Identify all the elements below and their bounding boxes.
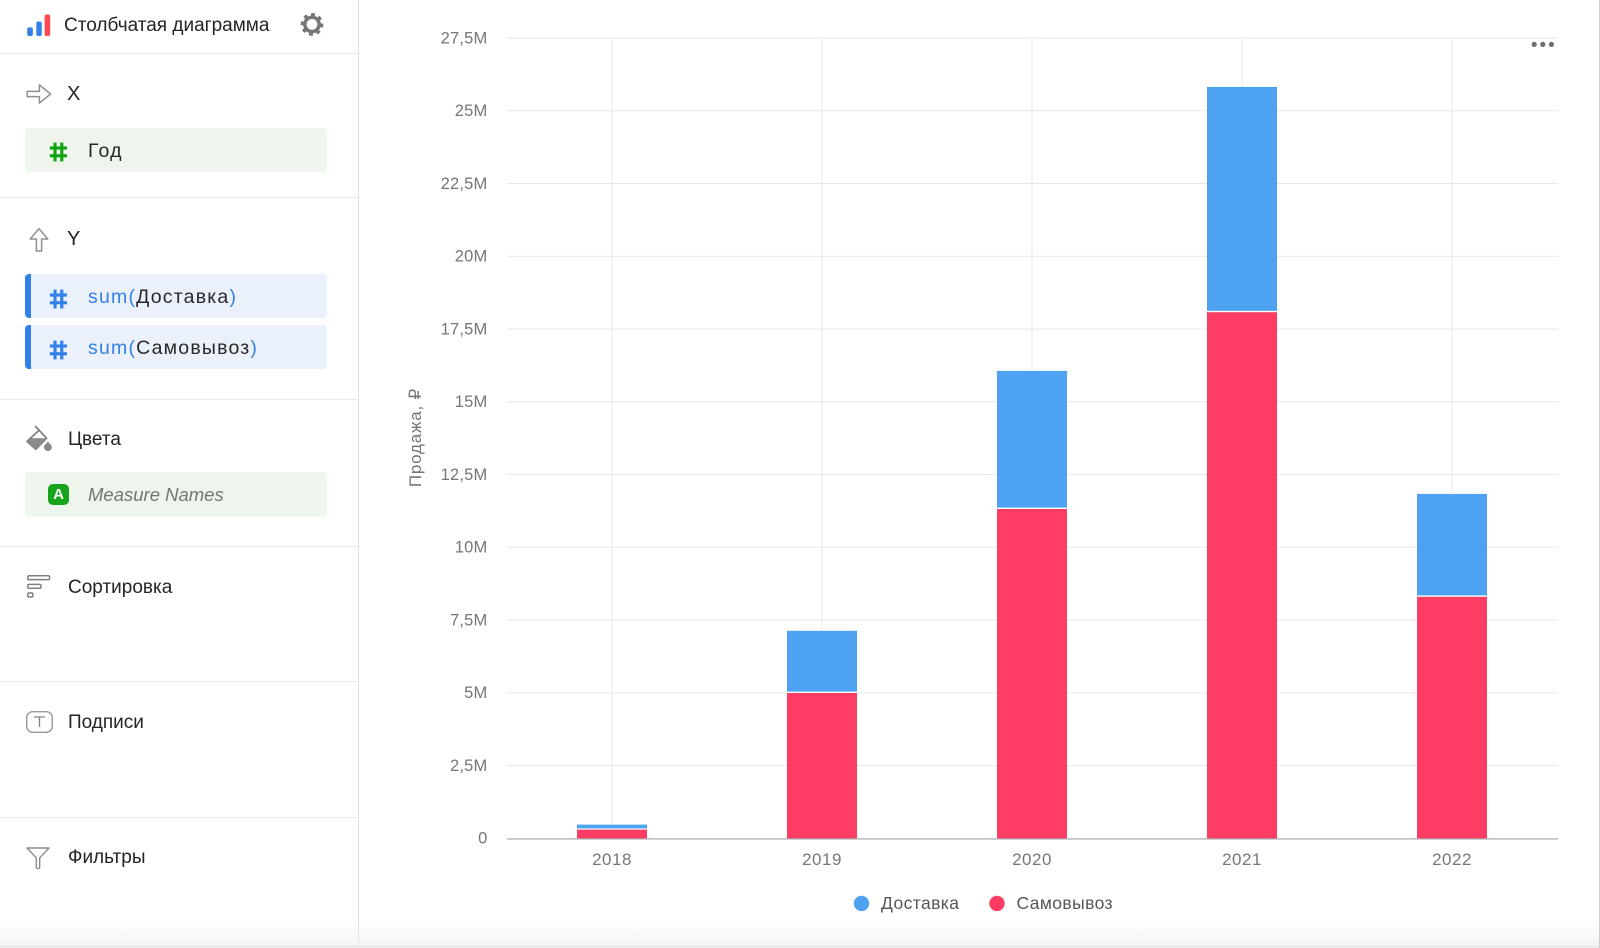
svg-text:15M: 15M [455, 393, 488, 411]
svg-text:Продажа, ₽: Продажа, ₽ [406, 388, 425, 487]
svg-text:22,5M: 22,5M [441, 175, 488, 193]
svg-text:5M: 5M [464, 684, 487, 702]
svg-text:2,5M: 2,5M [450, 757, 487, 775]
svg-text:Доставка: Доставка [881, 893, 959, 913]
svg-text:12,5M: 12,5M [441, 466, 488, 484]
svg-text:2021: 2021 [1222, 850, 1262, 869]
svg-text:7,5M: 7,5M [450, 611, 487, 629]
svg-text:2019: 2019 [802, 850, 842, 869]
svg-text:10M: 10M [455, 539, 488, 557]
svg-text:25M: 25M [455, 102, 488, 120]
svg-text:17,5M: 17,5M [441, 320, 488, 338]
svg-text:20M: 20M [455, 248, 488, 266]
svg-text:2022: 2022 [1432, 850, 1472, 869]
svg-text:2020: 2020 [1012, 850, 1052, 869]
svg-text:2018: 2018 [592, 850, 632, 869]
svg-text:0: 0 [478, 830, 487, 848]
svg-text:Самовывоз: Самовывоз [1017, 893, 1113, 913]
svg-text:27,5M: 27,5M [441, 29, 488, 47]
